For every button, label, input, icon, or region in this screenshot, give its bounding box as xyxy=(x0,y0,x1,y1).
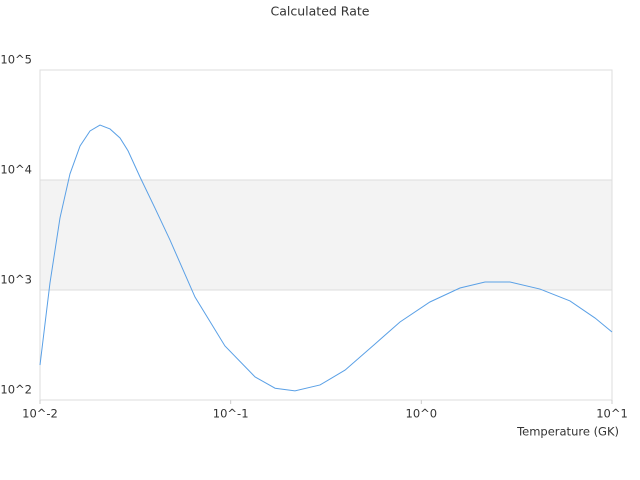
chart-title: Calculated Rate xyxy=(271,4,370,19)
y-tick-label: 10^3 xyxy=(0,273,32,287)
x-axis-title: Temperature (GK) xyxy=(516,425,619,439)
line-series xyxy=(39,124,613,392)
y-tick-label: 10^5 xyxy=(0,53,32,67)
y-tick-label: 10^4 xyxy=(0,163,32,177)
x-tick-label: 10^1 xyxy=(596,407,628,421)
x-tick-label: 10^-2 xyxy=(22,407,58,421)
x-tick-label: 10^-1 xyxy=(213,407,249,421)
grid-band xyxy=(40,180,612,290)
y-tick-label: 10^2 xyxy=(0,383,32,397)
x-tick-label: 10^0 xyxy=(406,407,438,421)
